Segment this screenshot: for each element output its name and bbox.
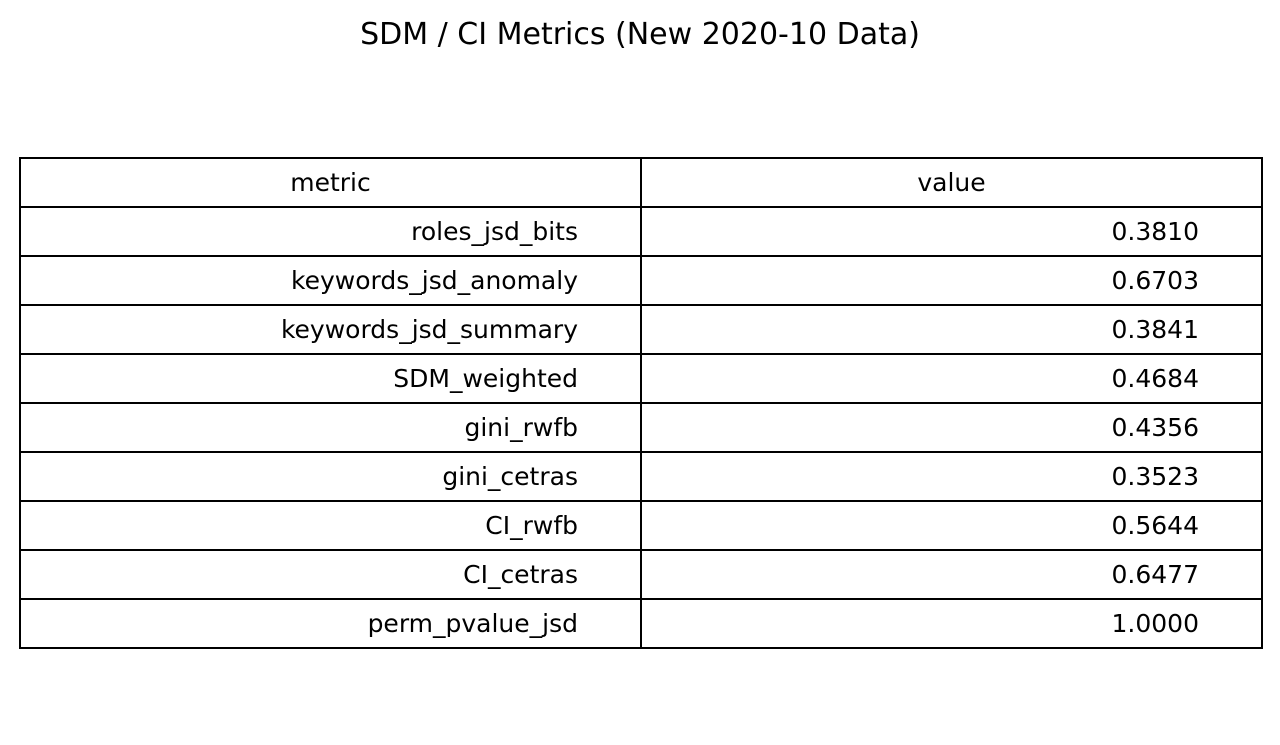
value-cell: 0.3523 (640, 451, 1263, 502)
metric-cell: keywords_jsd_summary (19, 304, 642, 355)
value-cell: 0.4684 (640, 353, 1263, 404)
value-cell: 0.3810 (640, 206, 1263, 257)
table-body: roles_jsd_bits 0.3810 keywords_jsd_anomaly… (19, 206, 1263, 649)
table-row: perm_pvalue_jsd 1.0000 (19, 598, 1263, 649)
metric-cell: CI_cetras (19, 549, 642, 600)
metric-cell: gini_cetras (19, 451, 642, 502)
metric-cell: perm_pvalue_jsd (19, 598, 642, 649)
metrics-table: metric value roles_jsd_bits 0.3810 keyword… (19, 157, 1263, 649)
table-row: SDM_weighted 0.4684 (19, 353, 1263, 404)
table-row: keywords_jsd_anomaly 0.6703 (19, 255, 1263, 306)
metric-cell: keywords_jsd_anomaly (19, 255, 642, 306)
table-row: roles_jsd_bits 0.3810 (19, 206, 1263, 257)
chart-title: SDM / CI Metrics (New 2020-10 Data) (360, 17, 920, 52)
table-row: gini_rwfb 0.4356 (19, 402, 1263, 453)
value-cell: 0.3841 (640, 304, 1263, 355)
metric-cell: roles_jsd_bits (19, 206, 642, 257)
table-row: gini_cetras 0.3523 (19, 451, 1263, 502)
column-header-metric: metric (19, 157, 642, 208)
value-cell: 0.4356 (640, 402, 1263, 453)
table-row: CI_cetras 0.6477 (19, 549, 1263, 600)
value-cell: 1.0000 (640, 598, 1263, 649)
table-header-row: metric value (19, 157, 1263, 208)
value-cell: 0.5644 (640, 500, 1263, 551)
table-row: CI_rwfb 0.5644 (19, 500, 1263, 551)
value-cell: 0.6477 (640, 549, 1263, 600)
metric-cell: SDM_weighted (19, 353, 642, 404)
metric-cell: gini_rwfb (19, 402, 642, 453)
metric-cell: CI_rwfb (19, 500, 642, 551)
table-row: keywords_jsd_summary 0.3841 (19, 304, 1263, 355)
column-header-value: value (640, 157, 1263, 208)
value-cell: 0.6703 (640, 255, 1263, 306)
